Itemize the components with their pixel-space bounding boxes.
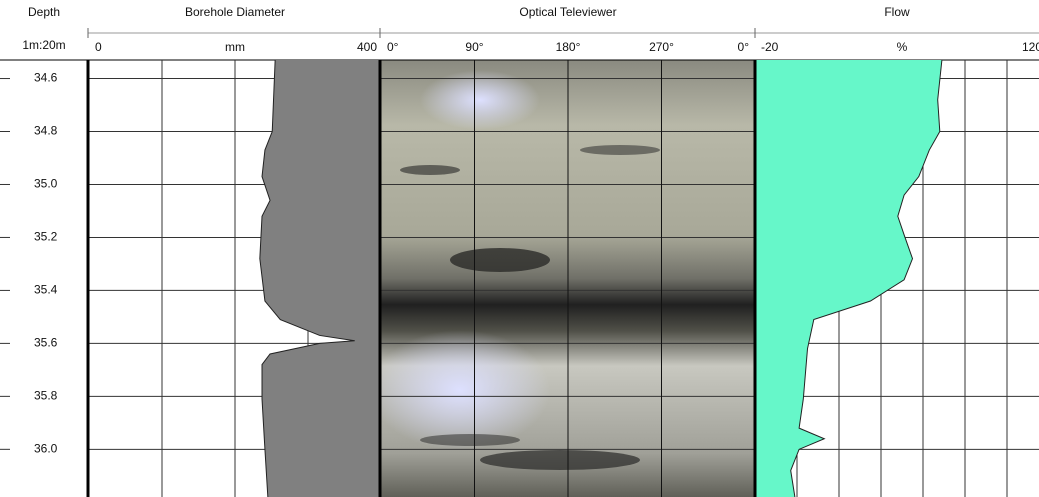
area-fill xyxy=(755,60,942,497)
scale-min: 0 xyxy=(95,40,102,54)
depth-label: 35.8 xyxy=(34,389,58,403)
scale-max: 120 xyxy=(1022,40,1039,54)
track-title: Borehole Diameter xyxy=(185,5,285,19)
area-line xyxy=(790,59,943,497)
depth-label: 35.6 xyxy=(34,336,58,350)
area-line xyxy=(259,59,355,497)
track-title: Optical Televiewer xyxy=(519,5,616,19)
scale-label: 270° xyxy=(649,40,674,54)
scale-label: 90° xyxy=(465,40,483,54)
depth-label: 35.0 xyxy=(34,177,58,191)
depth-label: 34.6 xyxy=(34,71,58,85)
depth-label: 34.8 xyxy=(34,124,58,138)
depth-scale: 1m:20m xyxy=(22,38,65,52)
scale-label: 0° xyxy=(738,40,750,54)
scale-unit: mm xyxy=(225,40,245,54)
scale-max: 400 xyxy=(357,40,377,54)
area-fill xyxy=(259,60,381,497)
track-title: Flow xyxy=(884,5,910,19)
scale-min: -20 xyxy=(761,40,779,54)
depth-label: 35.4 xyxy=(34,283,58,297)
depth-label: 36.0 xyxy=(34,441,58,455)
depth-label: 35.2 xyxy=(34,230,58,244)
depth-title: Depth xyxy=(28,5,60,19)
televiewer-image xyxy=(381,60,755,497)
scale-unit: % xyxy=(897,40,908,54)
scale-label: 180° xyxy=(556,40,581,54)
scale-label: 0° xyxy=(387,40,399,54)
